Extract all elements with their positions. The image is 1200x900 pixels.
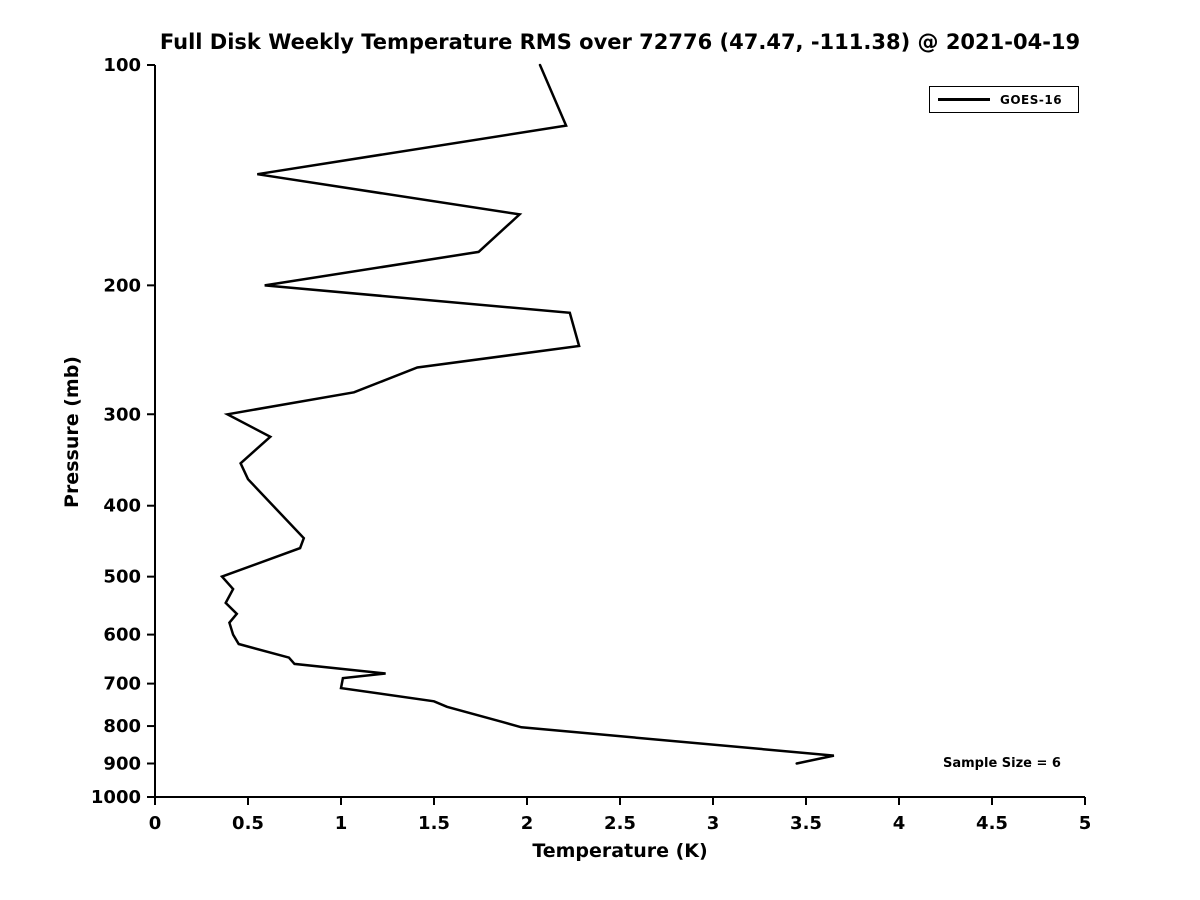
- legend-line-sample: [938, 98, 990, 101]
- x-tick-label: 1.5: [418, 813, 450, 834]
- series-line-goes-16: [219, 63, 835, 765]
- y-tick-label: 900: [103, 754, 141, 775]
- legend-label: GOES-16: [1000, 92, 1063, 107]
- x-tick-label: 3.5: [790, 813, 822, 834]
- y-tick-label: 500: [103, 567, 141, 588]
- x-tick-label: 0: [149, 813, 162, 834]
- y-axis-label: Pressure (mb): [61, 356, 83, 508]
- y-tick-label: 1000: [91, 787, 141, 808]
- x-tick-label: 2.5: [604, 813, 636, 834]
- y-tick-label: 200: [103, 275, 141, 296]
- x-tick-label: 4: [893, 813, 906, 834]
- x-tick-label: 3: [707, 813, 720, 834]
- y-tick-label: 300: [103, 404, 141, 425]
- y-tick-label: 800: [103, 716, 141, 737]
- sample-size-annotation: Sample Size = 6: [943, 756, 1061, 771]
- x-tick-label: 4.5: [976, 813, 1008, 834]
- y-tick-label: 600: [103, 625, 141, 646]
- x-tick-label: 0.5: [232, 813, 264, 834]
- legend: GOES-16: [929, 86, 1079, 113]
- x-axis-label: Temperature (K): [532, 840, 708, 862]
- y-tick-label: 100: [103, 55, 141, 76]
- x-tick-label: 5: [1079, 813, 1092, 834]
- chart-title: Full Disk Weekly Temperature RMS over 72…: [159, 30, 1081, 54]
- y-tick-label: 700: [103, 674, 141, 695]
- x-tick-label: 2: [521, 813, 534, 834]
- x-tick-label: 1: [335, 813, 348, 834]
- y-tick-label: 400: [103, 496, 141, 517]
